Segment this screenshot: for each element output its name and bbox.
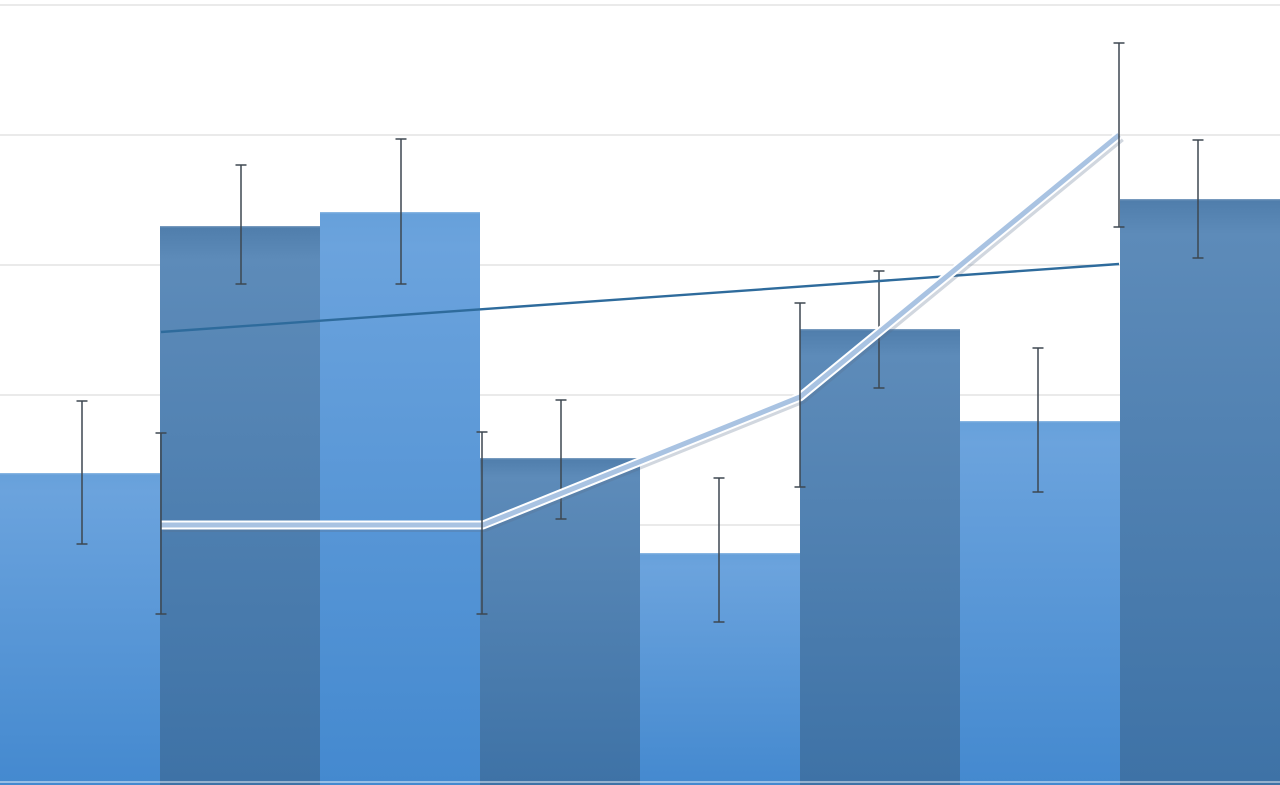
bar-column-8 [1120, 199, 1280, 785]
thick-trend-line [161, 133, 1121, 528]
bar-column-5 [640, 553, 800, 785]
bar-column-3 [320, 212, 480, 785]
bar-column-4 [480, 458, 640, 785]
bar-column-2 [160, 226, 320, 785]
bar-column-1 [0, 473, 160, 785]
bar-column-6 [800, 329, 960, 785]
thin-trend-line [160, 262, 1120, 334]
bar-column-7 [960, 421, 1120, 785]
